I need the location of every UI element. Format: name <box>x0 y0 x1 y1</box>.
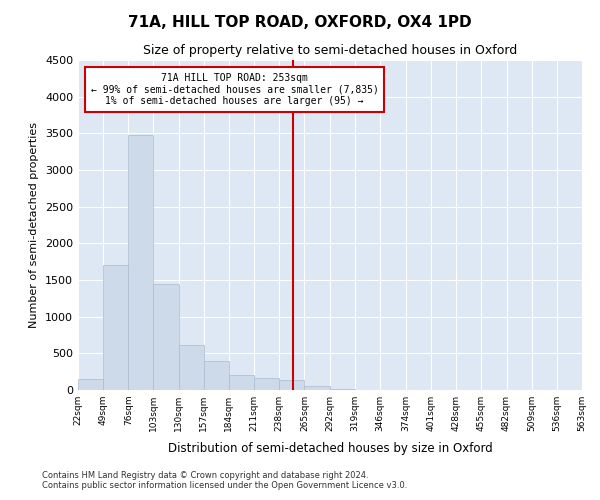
Bar <box>103 266 128 390</box>
Bar <box>154 284 179 390</box>
X-axis label: Distribution of semi-detached houses by size in Oxford: Distribution of semi-detached houses by … <box>167 442 493 456</box>
Bar <box>204 362 229 390</box>
Bar <box>279 380 304 390</box>
Bar <box>128 135 154 390</box>
Bar <box>329 388 355 390</box>
Bar <box>254 378 279 390</box>
Text: Contains public sector information licensed under the Open Government Licence v3: Contains public sector information licen… <box>42 480 407 490</box>
Bar <box>179 344 204 390</box>
Text: 71A HILL TOP ROAD: 253sqm
← 99% of semi-detached houses are smaller (7,835)
1% o: 71A HILL TOP ROAD: 253sqm ← 99% of semi-… <box>91 72 379 106</box>
Y-axis label: Number of semi-detached properties: Number of semi-detached properties <box>29 122 40 328</box>
Bar <box>304 386 329 390</box>
Text: Contains HM Land Registry data © Crown copyright and database right 2024.: Contains HM Land Registry data © Crown c… <box>42 470 368 480</box>
Bar <box>78 379 103 390</box>
Text: 71A, HILL TOP ROAD, OXFORD, OX4 1PD: 71A, HILL TOP ROAD, OXFORD, OX4 1PD <box>128 15 472 30</box>
Title: Size of property relative to semi-detached houses in Oxford: Size of property relative to semi-detach… <box>143 44 517 58</box>
Bar <box>229 376 254 390</box>
